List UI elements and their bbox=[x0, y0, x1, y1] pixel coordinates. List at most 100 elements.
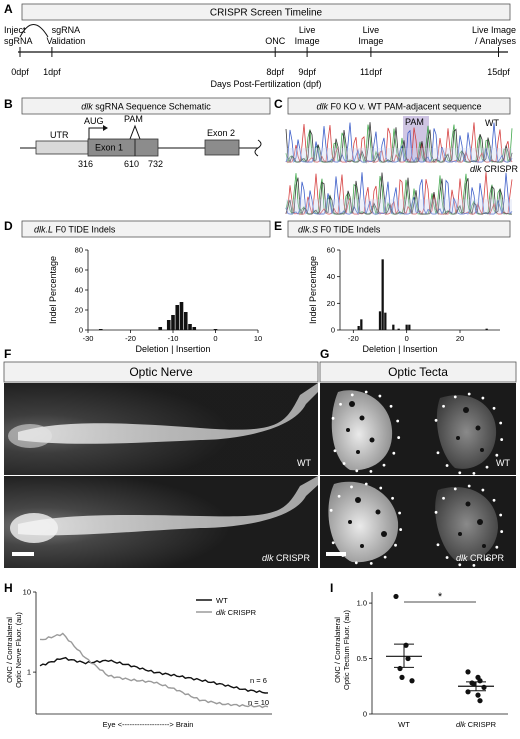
timeline-arc bbox=[19, 24, 49, 38]
nerve-scale-bar bbox=[12, 552, 34, 556]
tectum-left-wt bbox=[331, 390, 393, 471]
timeline-event-label: / Analyses bbox=[475, 36, 517, 46]
panel-h-letter: H bbox=[4, 581, 13, 595]
exon2-box bbox=[204, 139, 240, 156]
timeline-tick-label: 9dpf bbox=[298, 67, 316, 77]
y-tick-label: 10 bbox=[23, 588, 31, 597]
utr-box bbox=[35, 140, 89, 155]
panel-f-title: Optic Nerve bbox=[129, 365, 193, 379]
indel-bar bbox=[405, 324, 408, 330]
panel-b-header-box bbox=[21, 97, 271, 115]
aug-label: AUG bbox=[84, 116, 104, 126]
tecta-wt-label: WT bbox=[496, 458, 510, 468]
y-tick-label: 1.0 bbox=[357, 599, 367, 608]
chromatogram-trace bbox=[285, 172, 513, 216]
indel-bar bbox=[384, 312, 387, 330]
panel-h-xlabel: Eye <-------------------> Brain bbox=[103, 720, 194, 729]
indel-bar bbox=[158, 327, 163, 330]
nerve-shape-ko bbox=[18, 476, 318, 536]
data-point bbox=[393, 593, 399, 600]
indel-bar bbox=[98, 329, 103, 330]
timeline-event-label: sgRNA bbox=[4, 36, 33, 46]
panel-a-title: CRISPR Screen Timeline bbox=[210, 8, 323, 19]
chromatogram-trace bbox=[285, 172, 513, 216]
panel-h: H ONC / Contralateral Optic Nerve Fluor.… bbox=[4, 581, 272, 729]
panel-d-ylabel: Indel Percentage bbox=[48, 256, 58, 324]
timeline-event-label: Validation bbox=[46, 36, 85, 46]
tectum-right-ko bbox=[435, 487, 498, 561]
series-line bbox=[39, 632, 269, 709]
panel-i-letter: I bbox=[330, 581, 333, 595]
chart-nerve-fluorescence: 10 1 bbox=[23, 588, 272, 715]
timeline-tick-label: 1dpf bbox=[43, 67, 61, 77]
panel-i-ylabel-line2: Optic Tectum Fluor. (au) bbox=[342, 610, 351, 690]
significance-star: * bbox=[438, 591, 443, 603]
indel-bar bbox=[397, 328, 400, 330]
timeline-event-label: Live bbox=[299, 25, 316, 35]
timeline-event-label: Inject bbox=[4, 25, 26, 35]
panel-i: I ONC / Contralateral Optic Tectum Fluor… bbox=[330, 581, 508, 729]
tecta-ko-label: dlk CRISPR bbox=[456, 553, 505, 563]
utr-label: UTR bbox=[50, 130, 69, 140]
pos-732: 732 bbox=[148, 159, 163, 169]
x-tick-label: 10 bbox=[254, 334, 262, 343]
panel-c: C dlk F0 KO v. WT PAM-adjacent sequence … bbox=[274, 97, 519, 216]
legend-wt-label: WT bbox=[216, 596, 228, 605]
x-tick-label: 0 bbox=[405, 334, 409, 343]
y-tick-label: 20 bbox=[75, 306, 83, 315]
data-point bbox=[399, 674, 405, 681]
tectum-left-ko bbox=[328, 481, 399, 563]
panel-e-header-box bbox=[287, 220, 511, 238]
panel-a-letter: A bbox=[4, 2, 13, 16]
gene-break-icon bbox=[254, 139, 262, 157]
panel-c-letter: C bbox=[274, 97, 283, 111]
data-point bbox=[477, 678, 483, 684]
x-tick-label: -20 bbox=[348, 334, 359, 343]
panel-f-letter: F bbox=[4, 347, 11, 361]
legend-ko-label: dlk CRISPR bbox=[216, 608, 257, 617]
chart-dlkL-tide: 0 20 40 60 80 -30 -20 -10 0 10 Indel Percentage Del… bbox=[48, 246, 262, 355]
indel-bar bbox=[378, 311, 382, 330]
timeline-tick-label: 8dpf bbox=[266, 67, 284, 77]
panel-h-ylabel-line2: Optic Nerve Fluor. (au) bbox=[14, 612, 23, 688]
panel-i-ylabel-line1: ONC / Contralateral bbox=[333, 617, 342, 683]
panel-g: G Optic Tecta WT dlk CRISPR bbox=[319, 347, 517, 568]
indel-bar bbox=[392, 324, 395, 330]
nerve-ko-label: dlk CRISPR bbox=[262, 553, 311, 563]
panel-a: A CRISPR Screen Timeline 0dpfInjectsgRNA… bbox=[4, 2, 516, 89]
timeline-events: 0dpfInjectsgRNA1dpfsgRNAValidation8dpfON… bbox=[4, 25, 516, 77]
x-tick-label: -10 bbox=[168, 334, 179, 343]
pos-316: 316 bbox=[78, 159, 93, 169]
indel-bar bbox=[357, 326, 360, 330]
panel-f: F Optic Nerve WT dlk CRISPR bbox=[3, 347, 319, 568]
category-label-ko: dlk CRISPR bbox=[456, 720, 497, 729]
tecta-scale-bar bbox=[326, 552, 346, 556]
panel-d-xlabel: Deletion | Insertion bbox=[136, 344, 211, 354]
data-point bbox=[409, 678, 415, 684]
x-tick-label: -30 bbox=[83, 334, 94, 343]
panel-b: B dlk sgRNA Sequence Schematic UTR Exon … bbox=[4, 97, 271, 169]
indel-bar bbox=[381, 259, 384, 330]
panel-c-title: dlk F0 KO v. WT PAM-adjacent sequence bbox=[316, 102, 481, 112]
x-tick-label: 0 bbox=[213, 334, 217, 343]
data-point bbox=[471, 681, 477, 687]
panel-e-ylabel: Indel Percentage bbox=[308, 256, 318, 324]
aug-arrow-icon bbox=[88, 127, 103, 139]
y-tick-label: 40 bbox=[327, 272, 335, 281]
indel-bar bbox=[360, 319, 363, 330]
panel-d: D dlk.L F0 TIDE Indels 0 20 40 60 80 -30 -20 -1… bbox=[4, 219, 271, 355]
timeline-event-label: Live bbox=[363, 25, 380, 35]
chromatogram-trace bbox=[285, 172, 512, 216]
indel-bar bbox=[213, 329, 218, 330]
panel-c-header-box bbox=[287, 97, 511, 115]
panel-g-title: Optic Tecta bbox=[388, 365, 448, 379]
chart-dlkS-tide: 0 20 40 60 -20 0 20 Indel Percentage Deletion | … bbox=[308, 246, 500, 354]
nerve-shape-wt bbox=[18, 383, 318, 444]
data-point bbox=[405, 655, 411, 662]
y-tick-label: 20 bbox=[327, 299, 335, 308]
timeline-event-label: Image bbox=[358, 36, 383, 46]
panel-a-header-box bbox=[21, 3, 511, 21]
pam-highlight-label: PAM bbox=[405, 117, 424, 127]
panel-e: E dlk.S F0 TIDE Indels 0 20 40 60 -20 0 20 Inde… bbox=[274, 219, 511, 354]
